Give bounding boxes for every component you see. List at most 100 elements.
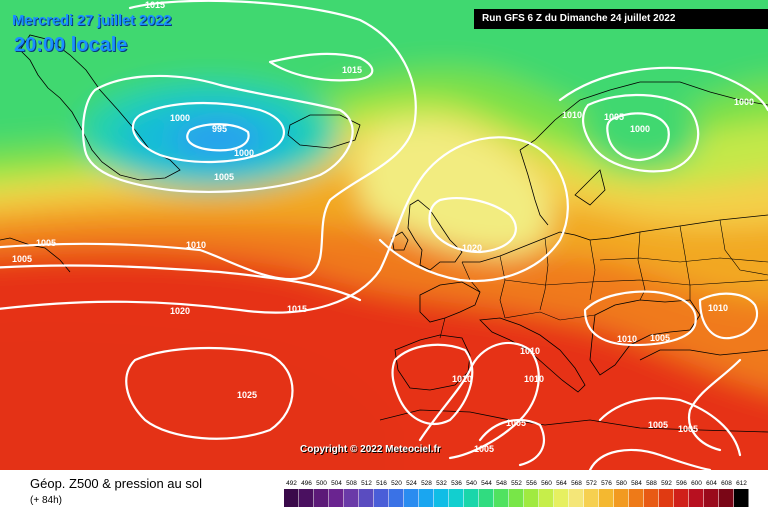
scale-tick-label: 560 (541, 480, 552, 487)
scale-tick-label: 532 (436, 480, 447, 487)
legend-subtitle: (+ 84h) (30, 495, 62, 506)
scale-swatch (314, 489, 329, 507)
scale-swatch (659, 489, 674, 507)
scale-tick-label: 520 (391, 480, 402, 487)
scale-tick-label: 536 (451, 480, 462, 487)
scale-tick-label: 500 (316, 480, 327, 487)
legend-bar: Géop. Z500 & pression au sol (+ 84h) 492… (0, 470, 768, 512)
scale-swatch (689, 489, 704, 507)
scale-tick-label: 580 (616, 480, 627, 487)
pressure-label: 1010 (186, 240, 206, 250)
pressure-label: 1010 (452, 374, 472, 384)
pressure-label: 1015 (342, 65, 362, 75)
pressure-label: 995 (212, 124, 227, 134)
isobars (0, 0, 768, 470)
pressure-label: 1000 (630, 124, 650, 134)
pressure-label: 1005 (648, 420, 668, 430)
scale-tick-label: 528 (421, 480, 432, 487)
forecast-map: 1015 1015 1000 995 1000 1005 1010 1005 1… (0, 0, 768, 470)
model-run-banner: Run GFS 6 Z du Dimanche 24 juillet 2022 (474, 9, 768, 29)
scale-tick-label: 568 (571, 480, 582, 487)
scale-tick-label: 504 (331, 480, 342, 487)
pressure-label: 1000 (734, 97, 754, 107)
pressure-label: 1005 (474, 444, 494, 454)
pressure-label: 1005 (678, 424, 698, 434)
scale-tick-label: 556 (526, 480, 537, 487)
scale-swatch (704, 489, 719, 507)
pressure-label: 1000 (234, 148, 254, 158)
scale-tick-label: 612 (736, 480, 747, 487)
pressure-label: 1000 (170, 113, 190, 123)
scale-swatch (464, 489, 479, 507)
scale-tick-label: 552 (511, 480, 522, 487)
scale-swatch (494, 489, 509, 507)
pressure-label: 1005 (12, 254, 32, 264)
scale-tick-label: 576 (601, 480, 612, 487)
scale-swatch (509, 489, 524, 507)
scale-tick-label: 492 (286, 480, 297, 487)
scale-tick-label: 592 (661, 480, 672, 487)
pressure-label: 1020 (170, 306, 190, 316)
pressure-label: 1010 (524, 374, 544, 384)
scale-tick-label: 512 (361, 480, 372, 487)
country-borders (439, 219, 768, 339)
scale-tick-label: 544 (481, 480, 492, 487)
scale-swatch (614, 489, 629, 507)
scale-tick-label: 524 (406, 480, 417, 487)
scale-tick-label: 604 (706, 480, 717, 487)
pressure-labels: 1015 1015 1000 995 1000 1005 1010 1005 1… (12, 0, 754, 454)
scale-swatch (524, 489, 539, 507)
scale-swatch (734, 489, 749, 507)
scale-swatch (584, 489, 599, 507)
scale-swatch (479, 489, 494, 507)
scale-swatch (554, 489, 569, 507)
scale-swatch (569, 489, 584, 507)
scale-tick-label: 584 (631, 480, 642, 487)
scale-tick-label: 564 (556, 480, 567, 487)
scale-tick-label: 572 (586, 480, 597, 487)
scale-swatch (329, 489, 344, 507)
scale-tick-label: 596 (676, 480, 687, 487)
forecast-date: Mercredi 27 juillet 2022 (12, 12, 172, 29)
geopotential-fill (0, 0, 768, 470)
legend-title: Géop. Z500 & pression au sol (30, 476, 202, 491)
scale-swatch (419, 489, 434, 507)
scale-swatch (359, 489, 374, 507)
pressure-label: 1025 (237, 390, 257, 400)
scale-swatch (374, 489, 389, 507)
scale-swatch (389, 489, 404, 507)
pressure-label: 1015 (287, 304, 307, 314)
scale-swatch (644, 489, 659, 507)
scale-tick-label: 608 (721, 480, 732, 487)
pressure-label: 1010 (617, 334, 637, 344)
scale-tick-label: 588 (646, 480, 657, 487)
scale-tick-label: 548 (496, 480, 507, 487)
pressure-label: 1005 (650, 333, 670, 343)
copyright-notice: Copyright © 2022 Meteociel.fr (300, 444, 441, 455)
scale-swatch (404, 489, 419, 507)
pressure-label: 1010 (562, 110, 582, 120)
pressure-label: 1005 (214, 172, 234, 182)
forecast-time: 20:00 locale (14, 34, 128, 56)
pressure-label: 1015 (145, 0, 165, 10)
pressure-label: 1005 (604, 112, 624, 122)
scale-swatch (344, 489, 359, 507)
pressure-label: 1010 (520, 346, 540, 356)
scale-swatch (539, 489, 554, 507)
pressure-label: 1005 (506, 418, 526, 428)
scale-tick-label: 600 (691, 480, 702, 487)
scale-swatch (299, 489, 314, 507)
scale-swatch (629, 489, 644, 507)
scale-tick-label: 516 (376, 480, 387, 487)
scale-swatch (599, 489, 614, 507)
scale-swatch (449, 489, 464, 507)
scale-tick-label: 508 (346, 480, 357, 487)
scale-swatch (284, 489, 299, 507)
scale-swatch (719, 489, 734, 507)
scale-tick-label: 540 (466, 480, 477, 487)
scale-swatch (674, 489, 689, 507)
pressure-label: 1005 (36, 238, 56, 248)
pressure-label: 1010 (708, 303, 728, 313)
color-scale: 492 496 500 504 508 512 516 520 524 528 532 536 540 5… (284, 480, 749, 507)
